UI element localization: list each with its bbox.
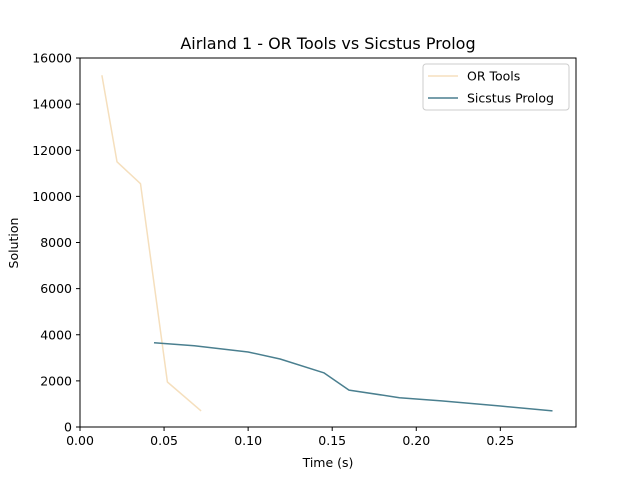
- chart-title: Airland 1 - OR Tools vs Sicstus Prolog: [180, 34, 475, 53]
- y-tick-label: 2000: [40, 373, 72, 388]
- x-tick-label: 0.20: [402, 433, 430, 448]
- plot-series: [101, 75, 553, 412]
- y-tick-label: 10000: [32, 189, 72, 204]
- legend-label-or-tools: OR Tools: [467, 69, 520, 84]
- legend-label-sicstus-prolog: Sicstus Prolog: [467, 91, 554, 106]
- series-line-sicstus-prolog: [153, 342, 553, 412]
- x-axis-label: Time (s): [302, 455, 354, 470]
- y-tick-label: 0: [64, 420, 72, 435]
- y-tick-label: 8000: [40, 235, 72, 250]
- y-tick-label: 12000: [32, 143, 72, 158]
- y-tick-label: 4000: [40, 327, 72, 342]
- x-tick-label: 0.00: [66, 433, 94, 448]
- y-axis-label: Solution: [6, 218, 21, 269]
- x-tick-label: 0.25: [486, 433, 514, 448]
- y-axis-ticks: 0 2000 4000 6000 8000 10000 12000 14000 16000: [32, 51, 80, 435]
- x-tick-label: 0.10: [234, 433, 262, 448]
- y-tick-label: 6000: [40, 281, 72, 296]
- x-axis-ticks: 0.00 0.05 0.10 0.15 0.20 0.25: [66, 427, 514, 448]
- legend: OR Tools Sicstus Prolog: [422, 63, 570, 111]
- y-tick-label: 16000: [32, 51, 72, 66]
- x-tick-label: 0.05: [150, 433, 178, 448]
- legend-box: [422, 63, 570, 111]
- series-line-or-tools: [101, 75, 202, 412]
- x-tick-label: 0.15: [318, 433, 346, 448]
- y-tick-label: 14000: [32, 97, 72, 112]
